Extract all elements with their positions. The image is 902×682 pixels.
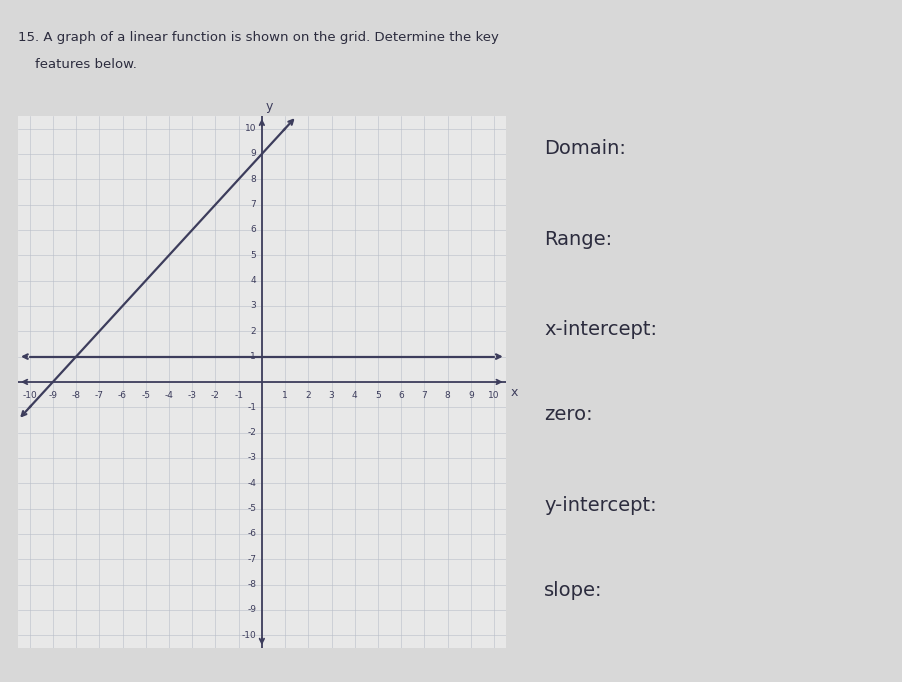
Text: -9: -9 [247,606,256,614]
Text: 6: 6 [250,226,256,235]
Text: -9: -9 [49,391,58,400]
Text: -5: -5 [141,391,150,400]
Text: -3: -3 [188,391,197,400]
Text: -6: -6 [247,529,256,538]
Text: -3: -3 [247,454,256,462]
Text: 9: 9 [467,391,474,400]
Text: -10: -10 [241,631,256,640]
Text: -2: -2 [211,391,219,400]
Text: y-intercept:: y-intercept: [544,496,657,515]
Text: -1: -1 [247,403,256,412]
Text: slope:: slope: [544,580,603,599]
Text: 7: 7 [250,200,256,209]
Text: 2: 2 [250,327,256,336]
Text: -4: -4 [164,391,173,400]
Text: -10: -10 [23,391,37,400]
Text: 9: 9 [250,149,256,158]
Text: 10: 10 [488,391,500,400]
Text: 4: 4 [250,276,256,285]
Text: 3: 3 [328,391,334,400]
Text: x: x [510,385,517,398]
Text: Domain:: Domain: [544,139,625,158]
Text: -7: -7 [95,391,104,400]
Text: 8: 8 [445,391,450,400]
Text: -8: -8 [247,580,256,589]
Text: -1: -1 [234,391,243,400]
Text: y: y [265,100,272,113]
Text: zero:: zero: [544,405,593,424]
Text: 5: 5 [250,251,256,260]
Text: -7: -7 [247,554,256,564]
Text: 5: 5 [374,391,381,400]
Text: 1: 1 [250,352,256,361]
Text: -2: -2 [247,428,256,437]
Text: 6: 6 [398,391,403,400]
Text: 2: 2 [305,391,311,400]
Text: 8: 8 [250,175,256,183]
Text: 3: 3 [250,301,256,310]
Text: 10: 10 [244,124,256,133]
Text: -8: -8 [71,391,80,400]
Text: 1: 1 [282,391,288,400]
Text: 15. A graph of a linear function is shown on the grid. Determine the key: 15. A graph of a linear function is show… [18,31,499,44]
Text: features below.: features below. [18,58,137,71]
Text: x-intercept:: x-intercept: [544,320,657,339]
Text: 4: 4 [352,391,357,400]
Text: Range:: Range: [544,230,612,249]
Text: 7: 7 [421,391,427,400]
Text: -5: -5 [247,504,256,513]
Text: -4: -4 [247,479,256,488]
Text: -6: -6 [118,391,127,400]
